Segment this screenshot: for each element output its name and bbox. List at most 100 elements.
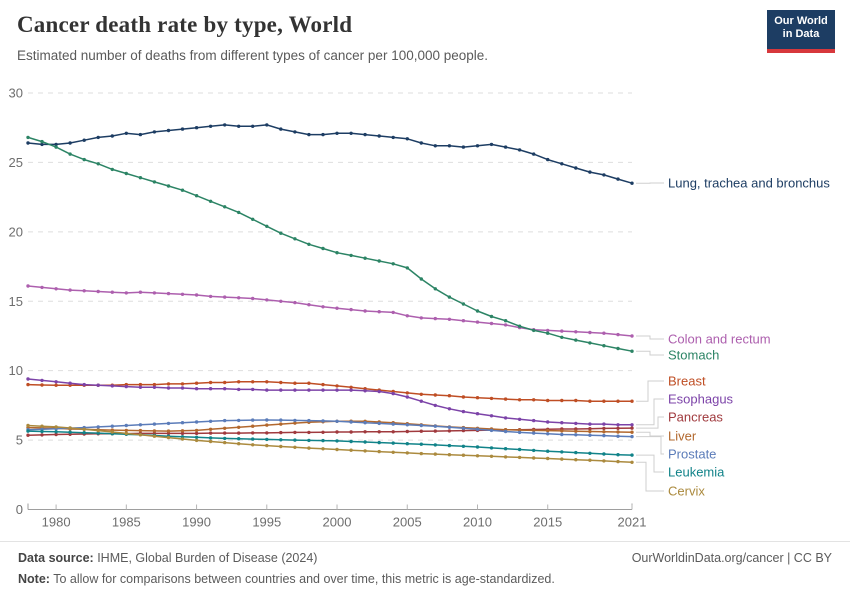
series-point [391, 391, 395, 396]
series-point [377, 389, 381, 394]
series-point [574, 166, 578, 170]
series-point [391, 450, 395, 454]
series-point [560, 432, 564, 437]
series-point [560, 162, 564, 166]
series-point [391, 310, 395, 315]
series-point [82, 382, 86, 387]
series-point [630, 423, 634, 427]
x-tick-label-2005: 2005 [393, 515, 422, 530]
series-point [335, 439, 339, 443]
series-point [349, 388, 353, 392]
series-point [307, 242, 311, 246]
series-line-2[interactable] [27, 136, 633, 352]
series-line-4[interactable] [27, 378, 632, 426]
series-point [166, 184, 171, 188]
series-point [335, 388, 339, 392]
series-line-9[interactable] [27, 424, 633, 464]
series-point [110, 430, 115, 434]
series-point [475, 396, 480, 400]
series-point [546, 398, 550, 403]
series-point [405, 423, 409, 427]
owid-logo-line1: Our World [774, 15, 828, 27]
series-point [124, 431, 128, 436]
series-point [503, 416, 508, 420]
series-point [40, 429, 44, 434]
series-point [208, 427, 213, 431]
owid-logo[interactable]: Our World in Data [767, 10, 835, 53]
series-point [433, 443, 437, 447]
series-point [321, 388, 325, 392]
series-point [124, 384, 128, 389]
series-line-6[interactable] [27, 420, 633, 433]
series-point [335, 384, 339, 388]
series-label-5[interactable]: Pancreas [668, 410, 723, 425]
series-point [588, 458, 592, 462]
series-point [574, 429, 578, 433]
series-point [475, 309, 480, 313]
series-point [293, 237, 297, 241]
series-point [223, 418, 227, 423]
series-point [630, 349, 634, 353]
series-point [279, 430, 283, 435]
series-point [405, 137, 409, 141]
series-point [307, 132, 311, 137]
series-point [447, 429, 452, 433]
series-label-2[interactable]: Stomach [668, 348, 719, 363]
series-point [616, 423, 620, 427]
series-point [194, 126, 199, 130]
series-label-0[interactable]: Lung, trachea and bronchus [668, 176, 830, 191]
series-point [279, 127, 283, 131]
series-point [461, 145, 466, 149]
series-line-8[interactable] [27, 430, 633, 456]
series-point [237, 431, 241, 435]
y-tick-label-25: 25 [9, 155, 23, 170]
series-point [602, 459, 606, 463]
series-point [616, 346, 620, 351]
series-point [54, 287, 58, 291]
series-point [152, 429, 157, 433]
footer-link[interactable]: OurWorldinData.org/cancer | CC BY [631, 551, 832, 565]
series-point [166, 386, 171, 390]
series-point [447, 443, 452, 448]
series-point [532, 418, 536, 423]
series-point [560, 450, 564, 454]
series-point [26, 429, 30, 433]
series-point [588, 451, 592, 455]
series-line-0[interactable] [27, 124, 633, 184]
series-point [630, 399, 634, 403]
series-label-7[interactable]: Prostate [668, 447, 716, 462]
series-point [321, 132, 325, 137]
series-point [54, 145, 58, 149]
series-point [335, 419, 339, 423]
series-label-1[interactable]: Colon and rectum [668, 332, 771, 347]
series-label-4[interactable]: Esophagus [668, 392, 734, 407]
series-point [54, 383, 58, 387]
series-point [251, 124, 255, 128]
series-point [180, 429, 185, 433]
series-point [96, 162, 100, 166]
series-point [321, 447, 325, 451]
series-line-1[interactable] [27, 285, 633, 337]
series-line-7[interactable] [27, 419, 633, 438]
series-point [489, 321, 494, 326]
series-point [265, 418, 269, 422]
series-point [166, 429, 171, 433]
series-point [377, 449, 381, 454]
x-tick-label-1995: 1995 [252, 515, 281, 530]
series-label-3[interactable]: Breast [668, 374, 706, 389]
y-tick-label-10: 10 [9, 363, 23, 378]
series-point [110, 424, 115, 428]
series-point [54, 142, 58, 147]
series-point [180, 127, 185, 131]
series-point [503, 455, 508, 459]
series-label-8[interactable]: Leukemia [668, 465, 725, 480]
series-label-9[interactable]: Cervix [668, 484, 705, 499]
series-point [461, 395, 466, 399]
series-point [54, 380, 58, 384]
series-label-6[interactable]: Liver [668, 429, 697, 444]
series-point [82, 289, 86, 293]
series-point [194, 381, 199, 385]
series-line-3[interactable] [27, 381, 632, 402]
series-point [489, 446, 494, 450]
series-point [138, 382, 143, 387]
